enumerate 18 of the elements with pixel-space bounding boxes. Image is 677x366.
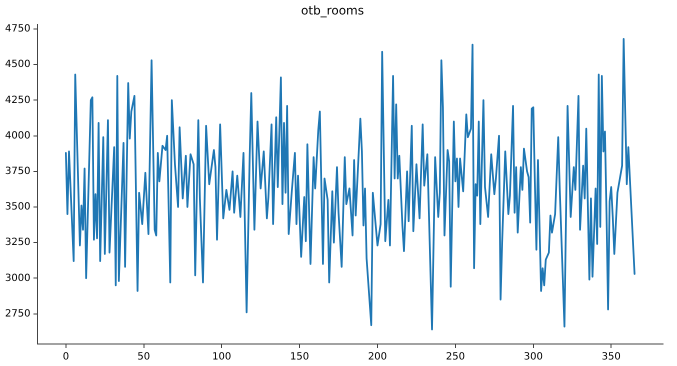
y-tick-label: 4000 bbox=[4, 130, 30, 142]
y-tick-label: 3750 bbox=[4, 166, 30, 177]
y-tick-label: 3250 bbox=[4, 237, 30, 248]
x-tick-label: 150 bbox=[290, 352, 310, 363]
x-tick-label: 50 bbox=[137, 352, 150, 363]
x-tick-label: 300 bbox=[524, 352, 543, 363]
y-tick-label: 4750 bbox=[4, 24, 30, 35]
x-tick-label: 100 bbox=[212, 352, 232, 363]
x-tick-label: 250 bbox=[446, 352, 465, 363]
x-tick-label: 350 bbox=[602, 352, 621, 363]
x-tick-label: 0 bbox=[62, 352, 70, 363]
x-tick-label: 200 bbox=[368, 352, 388, 363]
y-tick-label: 3000 bbox=[4, 272, 30, 284]
y-tick-label: 4500 bbox=[4, 59, 30, 70]
y-tick-label: 4250 bbox=[4, 94, 30, 106]
chart-title: otb_rooms bbox=[301, 3, 364, 18]
y-tick-label: 2750 bbox=[4, 308, 30, 320]
y-tick-label: 3500 bbox=[4, 202, 30, 213]
